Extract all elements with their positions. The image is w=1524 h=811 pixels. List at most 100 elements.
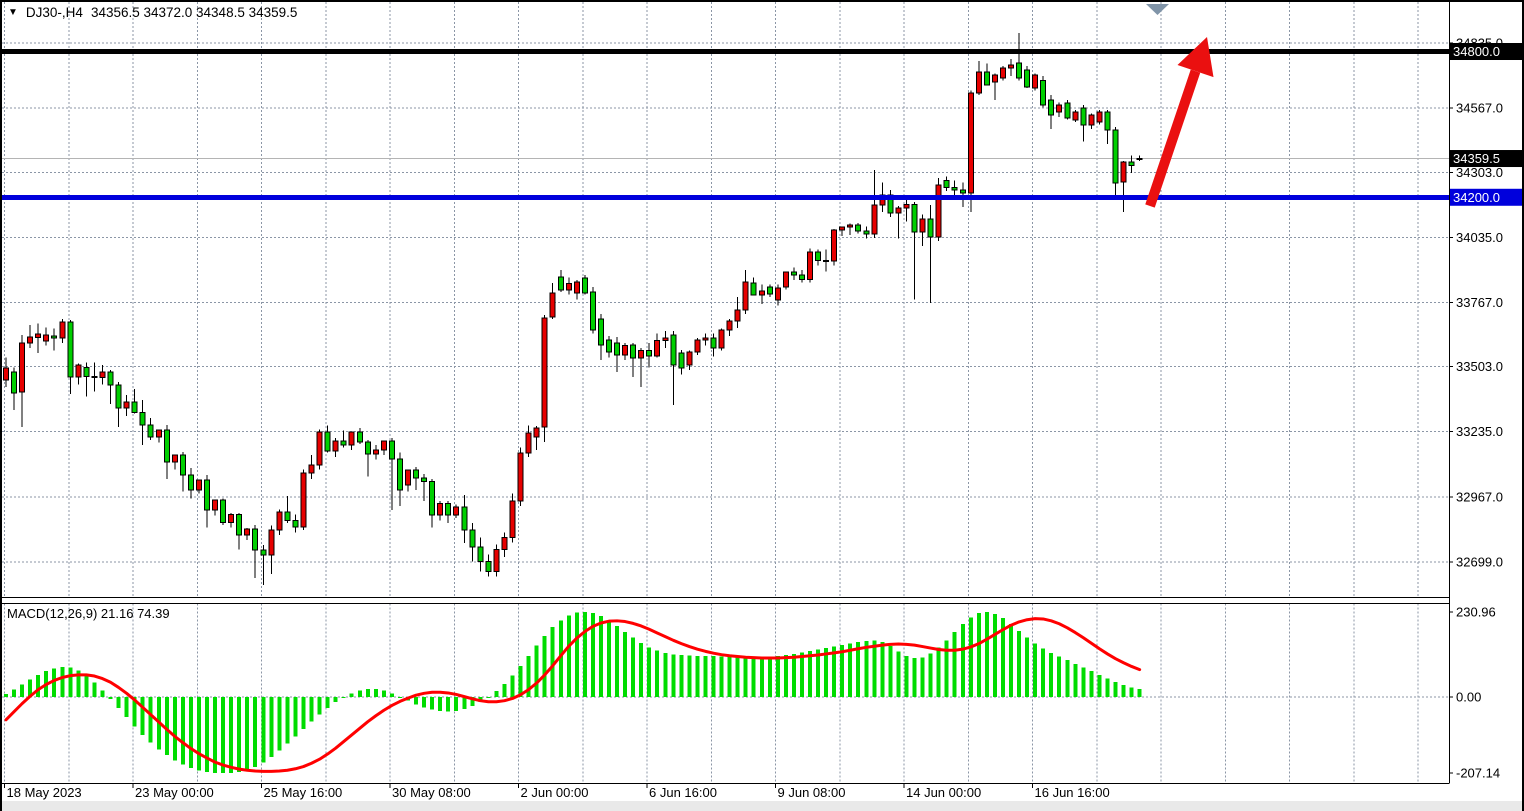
macd-histogram-bar bbox=[816, 649, 821, 697]
trend-arrow-shaft[interactable] bbox=[1145, 69, 1201, 208]
macd-panel-area[interactable] bbox=[2, 604, 1449, 784]
macd-histogram-bar bbox=[1041, 648, 1046, 697]
macd-histogram-bar bbox=[261, 697, 266, 763]
price-badge-label: 34359.5 bbox=[1453, 151, 1500, 166]
chart-symbol-period: DJ30-,H4 bbox=[25, 5, 83, 20]
time-axis-label: 16 Jun 16:00 bbox=[1035, 785, 1110, 800]
macd-histogram-bar bbox=[767, 656, 772, 697]
trend-arrow-head[interactable] bbox=[1177, 37, 1214, 78]
candle-body bbox=[863, 230, 870, 235]
candle-body bbox=[614, 342, 621, 356]
macd-histogram-bar bbox=[775, 655, 780, 697]
candle-body bbox=[51, 335, 58, 339]
candle-body bbox=[429, 481, 436, 516]
macd-histogram-bar bbox=[1017, 630, 1022, 697]
main-chart-area[interactable] bbox=[2, 2, 1449, 597]
candle-body bbox=[332, 440, 339, 452]
candle-body bbox=[1032, 74, 1039, 89]
macd-histogram-bar bbox=[502, 684, 507, 697]
macd-histogram-bar bbox=[615, 625, 620, 697]
candle-body bbox=[839, 226, 846, 231]
candle-body bbox=[27, 336, 34, 344]
candle-body bbox=[1096, 111, 1103, 123]
price-badge bbox=[1450, 188, 1522, 206]
macd-histogram-bar bbox=[1081, 667, 1086, 697]
candle-body bbox=[686, 351, 693, 366]
macd-histogram-bar bbox=[196, 697, 201, 771]
candle-body bbox=[718, 329, 725, 349]
candle-body bbox=[509, 500, 516, 538]
macd-histogram-bar bbox=[188, 697, 193, 769]
candle-body bbox=[710, 337, 717, 349]
candle-body bbox=[179, 454, 186, 476]
time-axis-label: 30 May 08:00 bbox=[392, 785, 471, 800]
candle-body bbox=[943, 179, 950, 189]
candle-body bbox=[75, 364, 82, 378]
candle-body bbox=[195, 479, 202, 491]
candle-body bbox=[300, 472, 307, 528]
candle-body bbox=[493, 549, 500, 572]
macd-histogram-bar bbox=[333, 697, 338, 703]
macd-histogram-bar bbox=[221, 697, 226, 774]
macd-histogram-bar bbox=[703, 655, 708, 697]
price-axis-label: 32967.0 bbox=[1456, 489, 1503, 504]
candle-body bbox=[967, 92, 974, 194]
macd-histogram-bar bbox=[534, 645, 539, 697]
candle-body bbox=[163, 429, 170, 463]
macd-histogram-bar bbox=[598, 616, 603, 697]
chart-end-marker-icon[interactable] bbox=[1146, 4, 1169, 15]
macd-histogram-bar bbox=[526, 655, 531, 697]
macd-histogram-bar bbox=[944, 640, 949, 697]
candle-body bbox=[437, 502, 444, 516]
price-badge bbox=[1450, 150, 1522, 168]
macd-histogram-bar bbox=[76, 670, 81, 697]
macd-histogram-bar bbox=[438, 697, 443, 711]
price-axis-label: 33503.0 bbox=[1456, 359, 1503, 374]
candle-body bbox=[1120, 161, 1127, 183]
macd-histogram-bar bbox=[1129, 687, 1134, 697]
candle-body bbox=[517, 452, 524, 502]
macd-histogram-bar bbox=[12, 689, 17, 697]
price-badge bbox=[1450, 43, 1522, 61]
candle-body bbox=[139, 411, 146, 426]
candle-body bbox=[308, 464, 315, 474]
macd-histogram-bar bbox=[365, 688, 370, 697]
candle-body bbox=[469, 529, 476, 548]
candle-body bbox=[35, 333, 42, 339]
candle-body bbox=[525, 432, 532, 454]
macd-histogram-bar bbox=[896, 651, 901, 697]
macd-histogram-bar bbox=[928, 653, 933, 697]
candle-body bbox=[606, 339, 612, 353]
macd-histogram-bar bbox=[735, 657, 740, 697]
candle-body bbox=[147, 424, 154, 438]
time-axis-scale[interactable] bbox=[2, 785, 1449, 801]
macd-histogram-bar bbox=[446, 697, 451, 712]
macd-histogram-bar bbox=[132, 697, 137, 727]
price-axis-scale[interactable] bbox=[1450, 2, 1522, 784]
price-axis-label: 33235.0 bbox=[1456, 424, 1503, 439]
macd-indicator-label: MACD(12,26,9) 21.16 74.39 bbox=[7, 606, 170, 621]
macd-histogram-bar bbox=[1049, 652, 1054, 697]
macd-histogram-bar bbox=[309, 697, 314, 722]
macd-histogram-bar bbox=[1113, 681, 1118, 697]
macd-histogram-bar bbox=[1097, 674, 1102, 697]
macd-signal-line bbox=[4, 617, 1142, 773]
macd-histogram-bar bbox=[229, 697, 234, 774]
time-axis-label: 9 Jun 08:00 bbox=[778, 785, 846, 800]
candle-body bbox=[549, 292, 556, 318]
symbol-dropdown-icon[interactable]: ▼ bbox=[8, 6, 18, 18]
candle-body bbox=[742, 281, 749, 311]
candle-body bbox=[123, 401, 130, 409]
candle-body bbox=[991, 74, 998, 83]
macd-histogram-bar bbox=[824, 648, 829, 697]
candle-body bbox=[115, 384, 122, 409]
macd-histogram-bar bbox=[430, 697, 435, 710]
price-axis-label: 34303.0 bbox=[1456, 165, 1503, 180]
macd-histogram-bar bbox=[454, 697, 459, 711]
window-border-right bbox=[1522, 0, 1524, 811]
macd-histogram-bar bbox=[655, 650, 660, 697]
candle-body bbox=[453, 506, 460, 516]
candle-body bbox=[1088, 114, 1095, 126]
macd-histogram-bar bbox=[647, 647, 652, 697]
macd-histogram-bar bbox=[213, 697, 218, 773]
